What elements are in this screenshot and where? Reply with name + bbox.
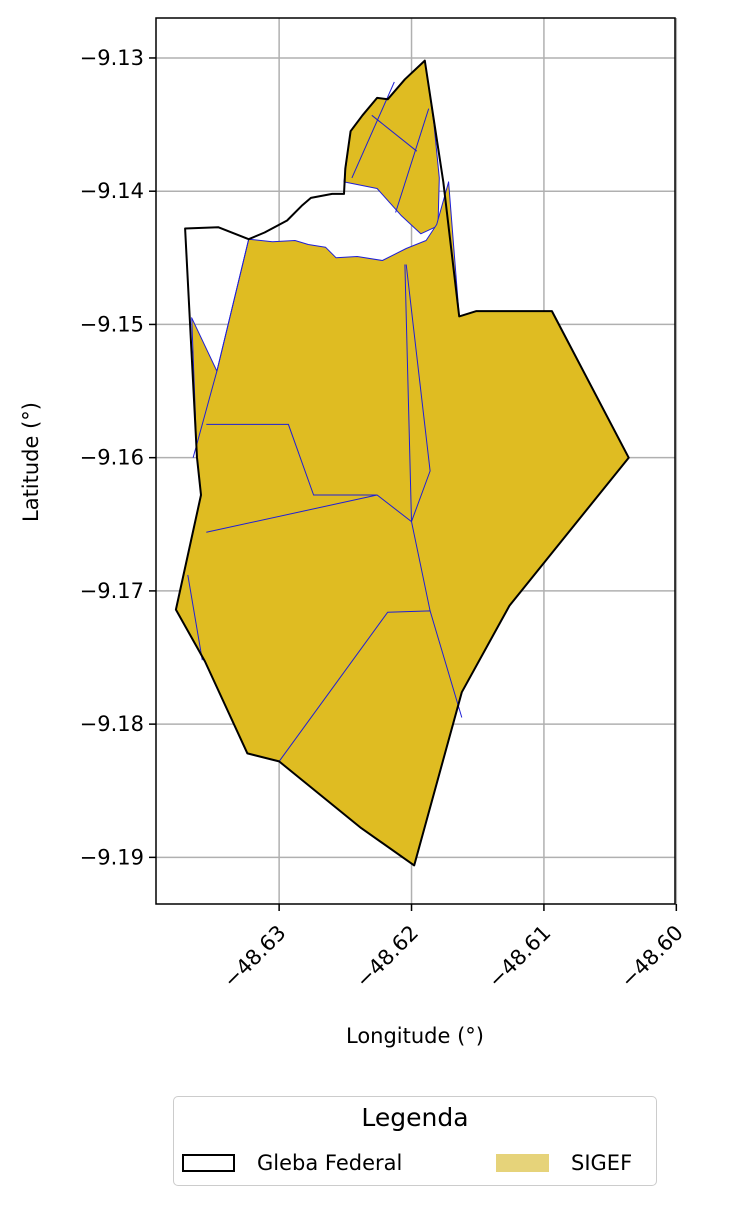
sigef-boundary-line	[206, 494, 378, 533]
legend-label-gleba-federal: Gleba Federal	[257, 1151, 403, 1175]
sigef-boundary-line	[206, 423, 412, 522]
legend: Legenda Gleba Federal SIGEF	[173, 1096, 657, 1186]
sigef-boundary-line	[395, 108, 430, 213]
sigef-boundary-line	[405, 264, 431, 522]
x-tick-label: −48.63	[219, 921, 291, 993]
legend-swatch-sigef	[496, 1154, 549, 1172]
y-tick-label: −9.18	[80, 712, 144, 736]
legend-swatch-gleba-federal	[182, 1154, 235, 1172]
x-axis-title: Longitude (°)	[346, 1024, 484, 1048]
y-axis-title: Latitude (°)	[19, 402, 43, 522]
y-tick-label: −9.17	[80, 579, 144, 603]
sigef-boundary-line	[278, 610, 463, 762]
legend-item-gleba-federal: Gleba Federal	[182, 1147, 402, 1179]
plot-frame	[155, 17, 676, 905]
y-tick-label: −9.19	[80, 845, 144, 869]
map-polygons	[174, 59, 630, 867]
sigef-boundary-line	[351, 81, 395, 179]
sigef-boundary-line	[187, 574, 203, 661]
x-tick-label: −48.61	[484, 921, 556, 993]
legend-title: Legenda	[361, 1103, 469, 1132]
sigef-boundary-line	[371, 114, 418, 152]
gleba-federal-outline	[174, 59, 630, 867]
y-tick-label: −9.16	[80, 446, 144, 470]
legend-label-sigef: SIGEF	[571, 1151, 633, 1175]
x-tick-label: −48.62	[351, 921, 423, 993]
legend-item-sigef: SIGEF	[496, 1147, 632, 1179]
y-tick-label: −9.15	[80, 312, 144, 336]
y-tick-label: −9.13	[80, 46, 144, 70]
sigef-boundary-line	[192, 239, 250, 458]
y-tick-label: −9.14	[80, 179, 144, 203]
x-tick-label: −48.60	[616, 921, 688, 993]
